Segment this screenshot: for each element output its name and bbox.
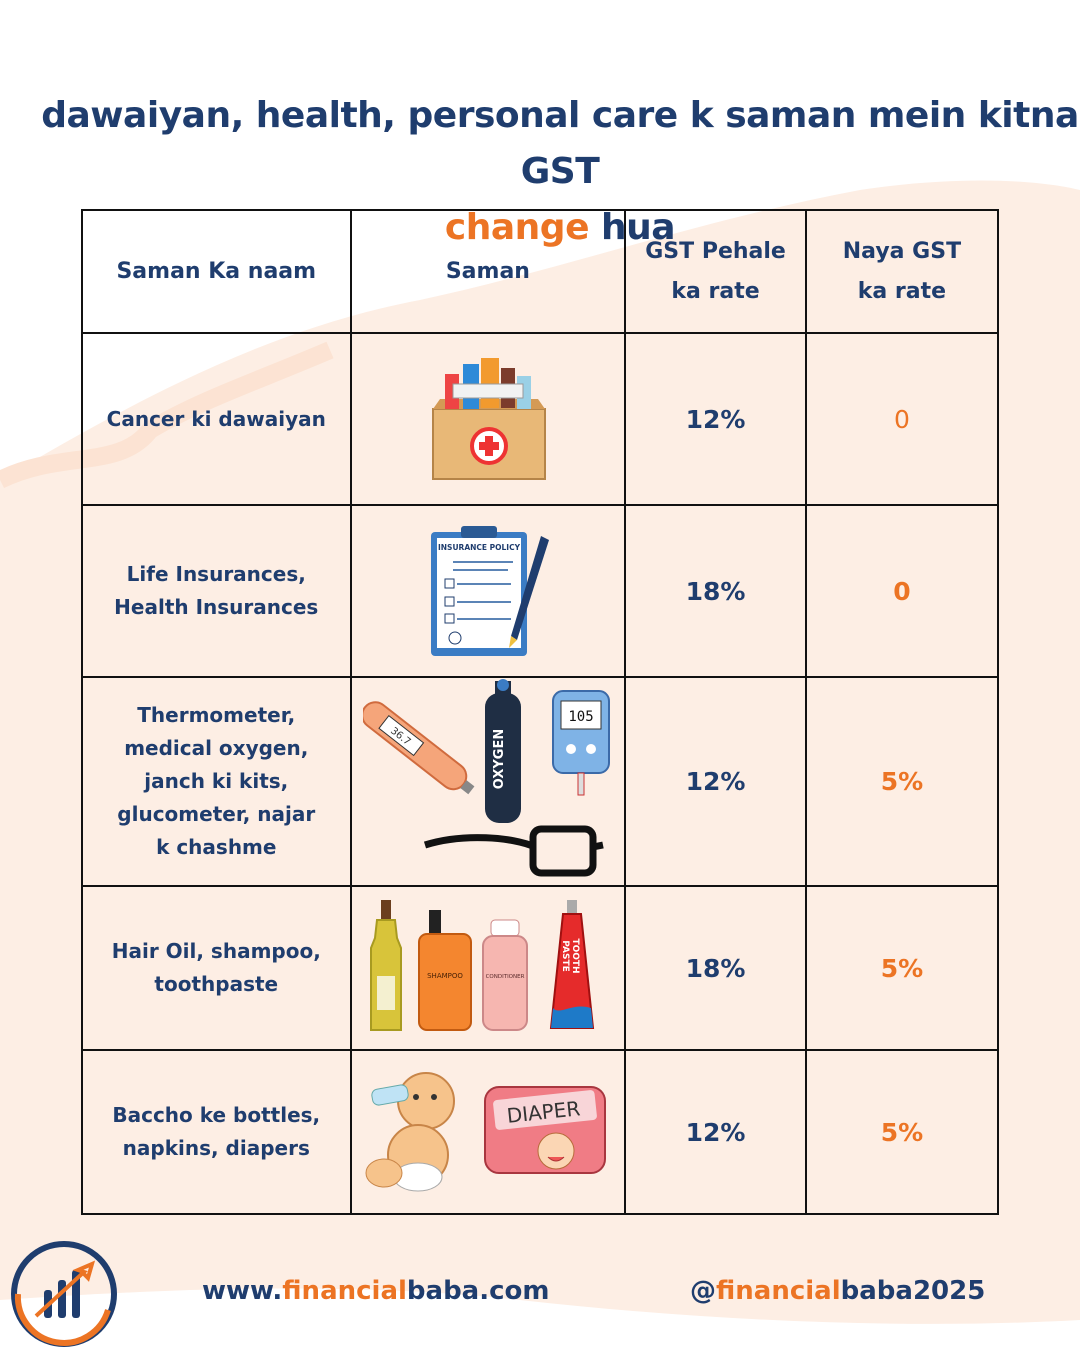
item-name-text: Hair Oil, shampoo, toothpaste bbox=[111, 939, 321, 996]
website-link[interactable]: www.financialbaba.com bbox=[202, 1276, 549, 1306]
gst-rate-table: Saman Ka naam Saman GST Pehale ka rate N… bbox=[81, 209, 1000, 1215]
handle-suffix: baba2025 bbox=[840, 1276, 986, 1306]
baby-and-diaper-icon: DIAPER bbox=[365, 1072, 607, 1192]
header-new-rate: Naya GST ka rate bbox=[804, 209, 1000, 334]
header-new-rate-text: Naya GST ka rate bbox=[842, 238, 962, 304]
oxygen-label: OXYGEN bbox=[492, 729, 507, 789]
handle-prefix: @ bbox=[690, 1276, 716, 1306]
old-gst-rate: 12% bbox=[624, 676, 807, 887]
header-item-name: Saman Ka naam bbox=[81, 209, 352, 334]
new-gst-rate: 0 bbox=[804, 504, 1000, 678]
old-gst-rate: 12% bbox=[624, 332, 807, 506]
item-image-cell: 36.7 OXYGEN 105 bbox=[349, 676, 627, 887]
insurance-policy-label: INSURANCE POLICY bbox=[438, 543, 521, 552]
item-name: Baccho ke bottles, napkins, diapers bbox=[81, 1049, 352, 1215]
financialbaba-logo-icon bbox=[11, 1241, 117, 1347]
item-name-text: Life Insurances, Health Insurances bbox=[114, 562, 319, 619]
item-image-cell: INSURANCE POLICY bbox=[349, 504, 627, 678]
website-suffix: .com bbox=[479, 1276, 550, 1306]
new-gst-rate: 5% bbox=[804, 676, 1000, 887]
personal-care-bottles-icon: SHAMPOO CONDITIONER TOOTH PASTE bbox=[369, 900, 595, 1031]
website-prefix: www. bbox=[202, 1276, 283, 1306]
item-name: Cancer ki dawaiyan bbox=[81, 332, 352, 506]
table-row: Hair Oil, shampoo, toothpaste SHAMPOO CO… bbox=[81, 885, 1000, 1051]
new-gst-rate: 0 bbox=[804, 332, 1000, 506]
header-item-image: Saman bbox=[349, 209, 627, 334]
shampoo-label: SHAMPOO bbox=[427, 972, 463, 980]
website-mid: baba bbox=[406, 1276, 480, 1306]
toothpaste-label-1: TOOTH bbox=[570, 938, 580, 973]
table-row: Life Insurances, Health Insurances INSUR… bbox=[81, 504, 1000, 678]
medical-devices-icon: 36.7 OXYGEN 105 bbox=[362, 679, 610, 877]
table-row: Baccho ke bottles, napkins, diapers DIAP… bbox=[81, 1049, 1000, 1215]
header-old-rate: GST Pehale ka rate bbox=[624, 209, 807, 334]
title-line-1: dawaiyan, health, personal care k saman … bbox=[41, 95, 1079, 192]
insurance-policy-icon: INSURANCE POLICY bbox=[430, 525, 549, 656]
old-gst-rate: 18% bbox=[624, 885, 807, 1051]
table-row: Thermometer, medical oxygen, janch ki ki… bbox=[81, 676, 1000, 887]
item-name-text: Baccho ke bottles, napkins, diapers bbox=[112, 1103, 321, 1160]
item-name: Thermometer, medical oxygen, janch ki ki… bbox=[81, 676, 352, 887]
social-handle[interactable]: @financialbaba2025 bbox=[690, 1276, 985, 1306]
header-old-rate-text: GST Pehale ka rate bbox=[645, 238, 786, 304]
item-image-cell: SHAMPOO CONDITIONER TOOTH PASTE bbox=[349, 885, 627, 1051]
item-name: Hair Oil, shampoo, toothpaste bbox=[81, 885, 352, 1051]
toothpaste-label-2: PASTE bbox=[560, 940, 570, 972]
conditioner-label: CONDITIONER bbox=[485, 974, 524, 980]
new-gst-rate: 5% bbox=[804, 1049, 1000, 1215]
table-row: Cancer ki dawaiyan 12% 0 bbox=[81, 332, 1000, 506]
item-image-cell: DIAPER bbox=[349, 1049, 627, 1215]
glucometer-reading: 105 bbox=[568, 709, 593, 725]
handle-accent: financial bbox=[716, 1276, 841, 1306]
item-image-cell bbox=[349, 332, 627, 506]
item-name-text: Thermometer, medical oxygen, janch ki ki… bbox=[117, 703, 316, 859]
website-accent: financial bbox=[282, 1276, 407, 1306]
table-header-row: Saman Ka naam Saman GST Pehale ka rate N… bbox=[81, 209, 1000, 334]
item-name: Life Insurances, Health Insurances bbox=[81, 504, 352, 678]
old-gst-rate: 18% bbox=[624, 504, 807, 678]
new-gst-rate: 5% bbox=[804, 885, 1000, 1051]
medicine-box-icon bbox=[431, 358, 546, 480]
old-gst-rate: 12% bbox=[624, 1049, 807, 1215]
